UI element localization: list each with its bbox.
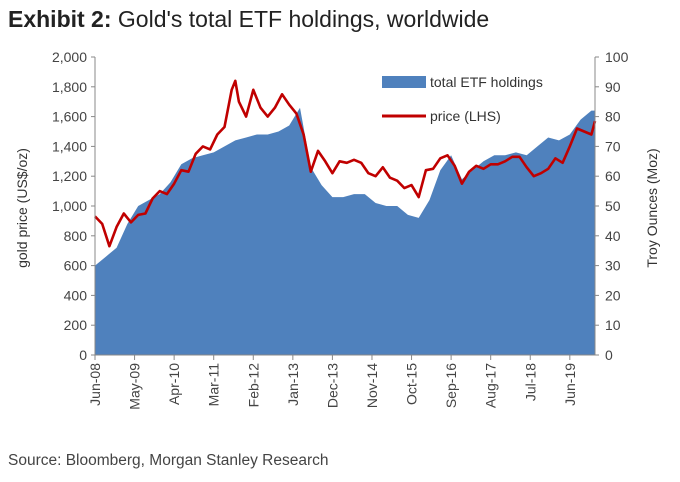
x-tick-label: Mar-11 xyxy=(206,363,222,407)
x-tick-label: Jan-13 xyxy=(285,363,301,406)
y-tick-label-left: 1,000 xyxy=(52,198,87,214)
y-tick-label-left: 2,000 xyxy=(52,49,87,65)
source-note: Source: Bloomberg, Morgan Stanley Resear… xyxy=(8,452,329,469)
y-tick-label-right: 40 xyxy=(605,228,621,244)
price-line-group xyxy=(94,79,597,248)
y-tick-label-right: 10 xyxy=(605,317,621,333)
x-tick-label: May-09 xyxy=(127,363,143,410)
x-tick-label: Aug-17 xyxy=(483,363,499,408)
y-tick-label-right: 60 xyxy=(605,168,621,184)
x-tick-label: Jun-19 xyxy=(562,363,578,406)
x-tick-label: Apr-10 xyxy=(166,363,182,405)
chart-title: Exhibit 2: Gold's total ETF holdings, wo… xyxy=(8,6,489,33)
legend-swatch-etf xyxy=(382,76,426,88)
y-tick-label-left: 600 xyxy=(64,258,88,274)
y-tick-label-left: 400 xyxy=(64,287,88,303)
y-tick-label-right: 90 xyxy=(605,79,621,95)
y-tick-label-right: 70 xyxy=(605,138,621,154)
exhibit-label: Exhibit 2: xyxy=(8,6,112,32)
legend: total ETF holdings price (LHS) xyxy=(382,74,543,124)
y-tick-label-right: 100 xyxy=(605,49,629,65)
y-tick-label-right: 0 xyxy=(605,347,613,363)
price-line xyxy=(94,79,597,248)
x-tick-label: Sep-16 xyxy=(443,363,459,408)
y-tick-label-left: 200 xyxy=(64,317,88,333)
y-tick-label-right: 50 xyxy=(605,198,621,214)
chart-canvas: 02004006008001,0001,2001,4001,6001,8002,… xyxy=(14,49,660,410)
x-tick-label: Jun-08 xyxy=(87,363,103,406)
y-tick-label-left: 0 xyxy=(79,347,87,363)
ticks-group: 02004006008001,0001,2001,4001,6001,8002,… xyxy=(52,49,629,410)
y-tick-label-right: 80 xyxy=(605,109,621,125)
y-tick-label-left: 1,800 xyxy=(52,79,87,95)
etf-holdings-area xyxy=(95,107,595,355)
y-tick-label-left: 1,400 xyxy=(52,138,87,154)
legend-label-price: price (LHS) xyxy=(430,108,501,124)
x-tick-label: Feb-12 xyxy=(245,363,261,408)
x-tick-label: Jul-18 xyxy=(522,363,538,401)
legend-label-etf: total ETF holdings xyxy=(430,74,543,90)
x-tick-label: Nov-14 xyxy=(364,363,380,408)
title-text: Gold's total ETF holdings, worldwide xyxy=(117,6,490,32)
y-tick-label-left: 1,200 xyxy=(52,168,87,184)
x-tick-label: Dec-13 xyxy=(324,363,340,408)
etf-holdings-area-group xyxy=(95,107,595,355)
x-tick-label: Oct-15 xyxy=(404,363,420,405)
y-tick-label-right: 20 xyxy=(605,287,621,303)
y-tick-label-left: 1,600 xyxy=(52,109,87,125)
y-tick-label-right: 30 xyxy=(605,258,621,274)
y-axis-label-right: Troy Ounces (Moz) xyxy=(644,148,660,267)
y-axis-label-left: gold price (US$/oz) xyxy=(14,148,30,268)
y-tick-label-left: 800 xyxy=(64,228,88,244)
